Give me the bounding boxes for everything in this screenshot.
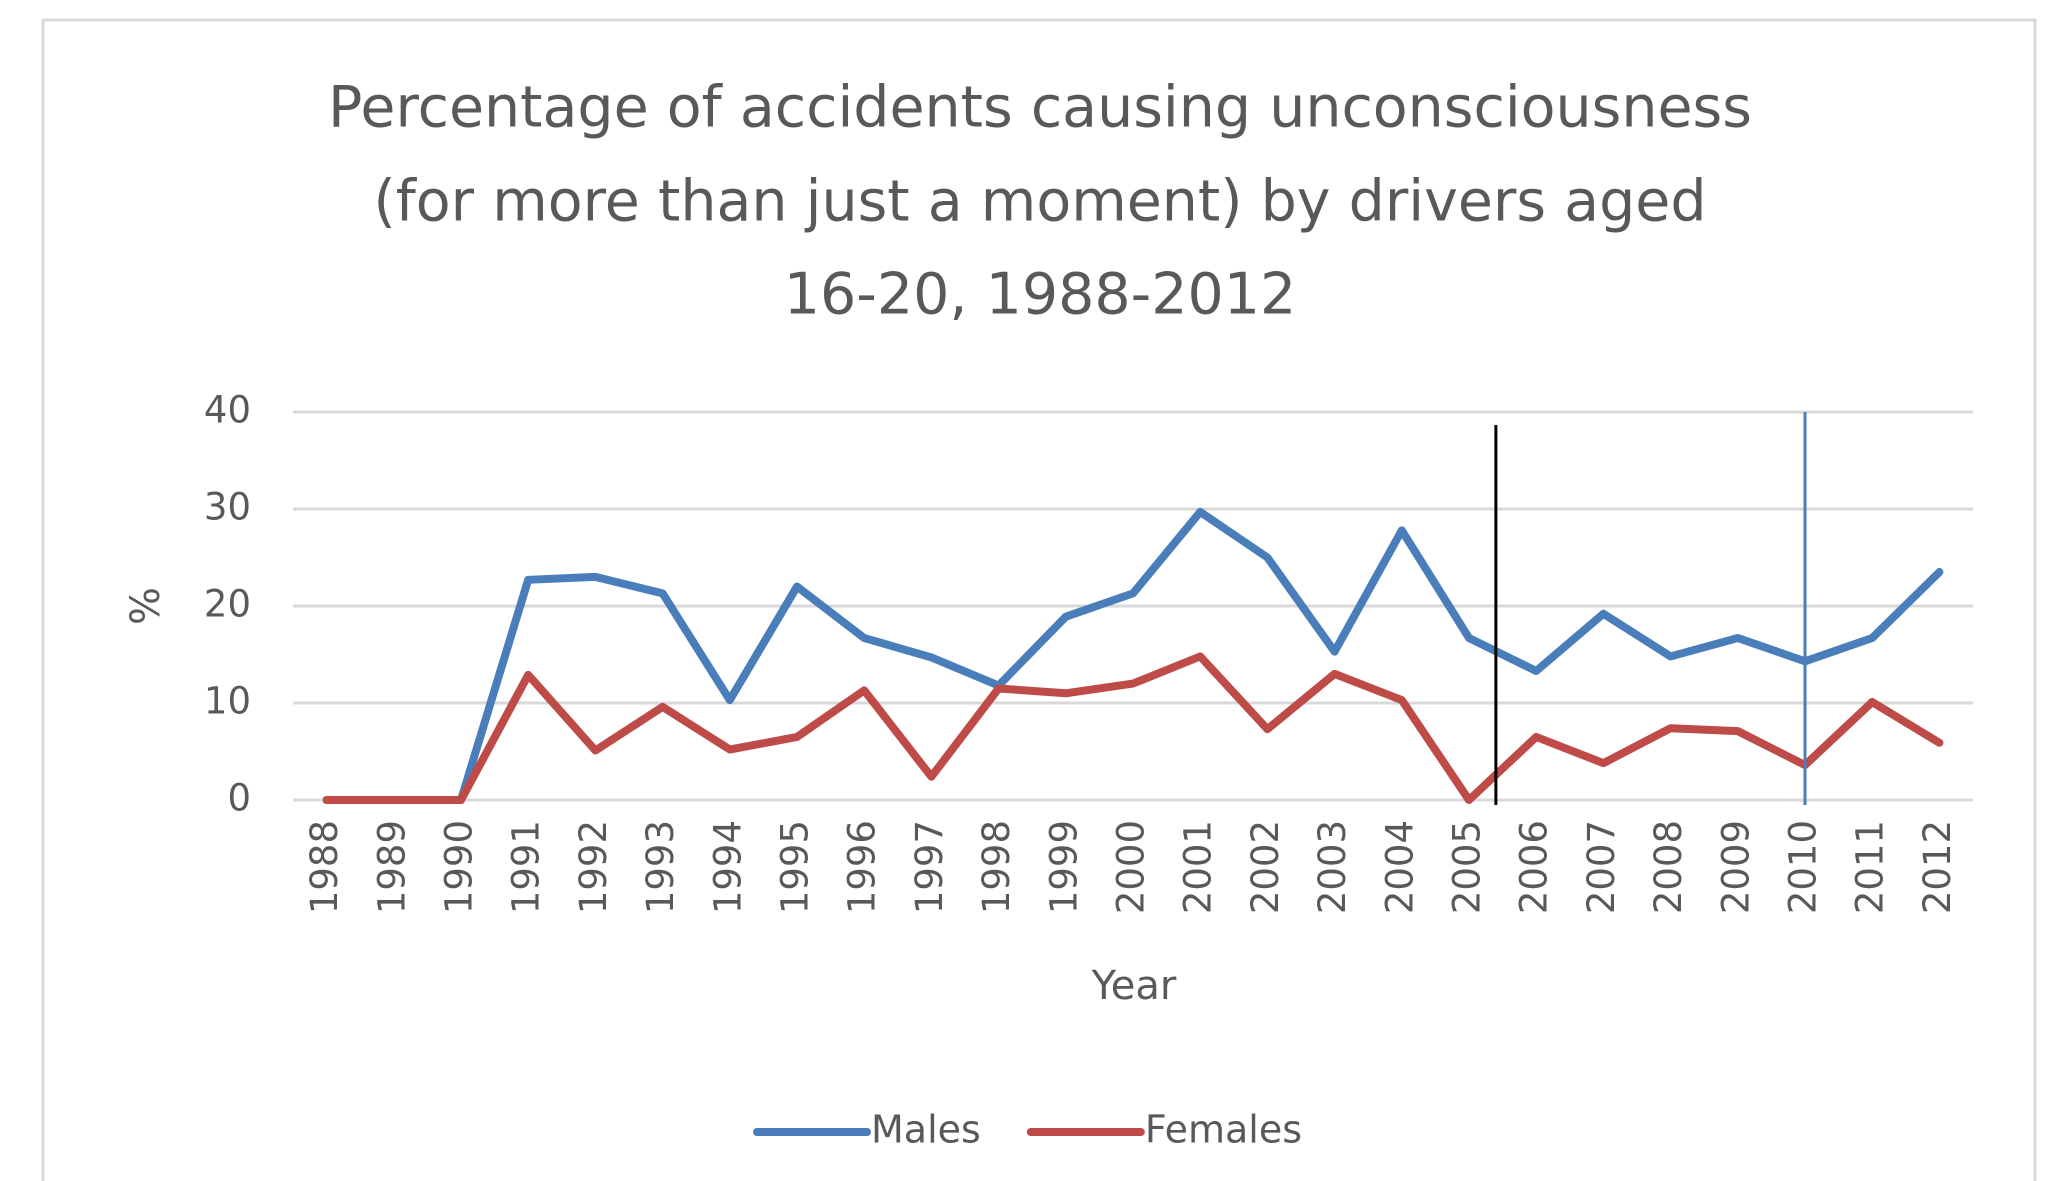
x-tick-label: 1991: [505, 820, 548, 914]
x-tick-label: 1989: [370, 820, 413, 914]
x-tick-label: 2003: [1311, 820, 1354, 914]
chart-title: 16-20, 1988-2012: [784, 262, 1297, 328]
x-tick-label: 1988: [303, 820, 346, 914]
x-tick-label: 1994: [706, 820, 749, 914]
x-tick-label: 2005: [1446, 820, 1489, 914]
chart-title: Percentage of accidents causing unconsci…: [328, 75, 1752, 141]
x-axis-label: Year: [1091, 963, 1177, 1009]
x-tick-label: 2009: [1714, 820, 1757, 914]
x-tick-label: 2006: [1513, 820, 1556, 914]
x-tick-label: 2007: [1580, 820, 1623, 914]
x-tick-label: 1997: [908, 820, 951, 914]
chart-title: (for more than just a moment) by drivers…: [373, 169, 1706, 235]
data-line: [322, 652, 1944, 804]
x-tick-label: 1992: [572, 820, 615, 914]
legend-label: Females: [1145, 1108, 1302, 1152]
x-tick-label: 2004: [1378, 820, 1421, 914]
y-axis-label: %: [123, 587, 169, 625]
legend-label: Males: [871, 1108, 981, 1152]
x-tick-label: 2011: [1849, 820, 1892, 914]
x-tick-label: 1999: [1042, 820, 1085, 914]
y-tick-label: 20: [204, 583, 251, 626]
y-tick-label: 40: [204, 389, 251, 432]
x-tick-label: 1990: [438, 820, 481, 914]
x-tick-label: 1993: [639, 820, 682, 914]
y-tick-label: 10: [204, 680, 251, 723]
y-tick-label: 0: [227, 777, 251, 820]
x-tick-label: 2008: [1647, 820, 1690, 914]
x-tick-label: 2001: [1177, 820, 1220, 914]
x-tick-label: 2002: [1244, 820, 1287, 914]
x-tick-label: 1998: [975, 820, 1018, 914]
chart-frame: [41, 18, 2037, 1181]
x-tick-label: 2000: [1110, 820, 1153, 914]
x-tick-label: 2012: [1916, 820, 1959, 914]
x-tick-label: 1995: [774, 820, 817, 914]
data-line: [322, 507, 1944, 804]
x-tick-label: 1996: [841, 820, 884, 914]
y-tick-label: 30: [204, 486, 251, 529]
x-tick-label: 2010: [1782, 820, 1825, 914]
